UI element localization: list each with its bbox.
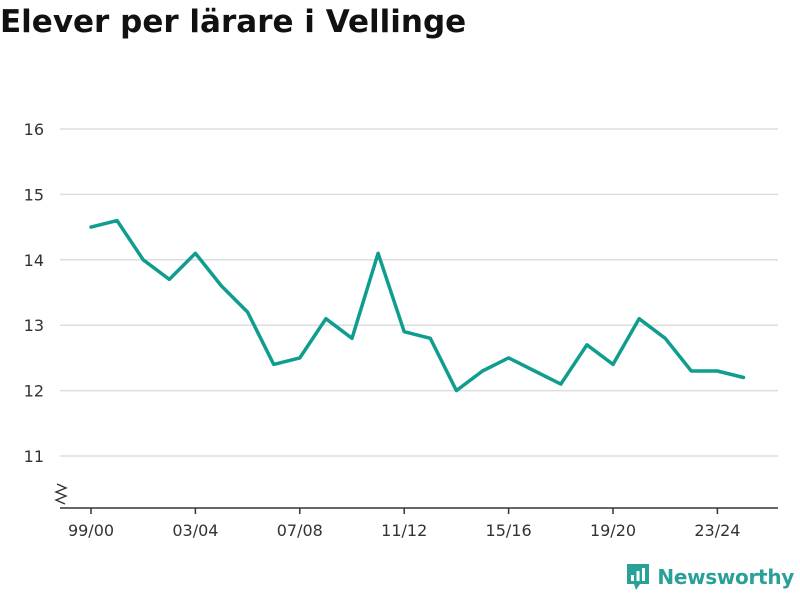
series-layer xyxy=(89,218,746,393)
y-tick-label: 11 xyxy=(24,447,44,466)
brand-name: Newsworthy xyxy=(657,565,794,589)
newsworthy-icon xyxy=(627,564,650,590)
y-tick-label: 15 xyxy=(24,185,44,204)
x-tick-label: 07/08 xyxy=(277,521,323,540)
x-tick-label: 19/20 xyxy=(590,521,636,540)
y-axis-tick-labels: 11 12 13 14 15 16 xyxy=(24,120,44,466)
x-tick-label: 23/24 xyxy=(694,521,740,540)
x-tick-label: 11/12 xyxy=(381,521,427,540)
chart-title: Elever per lärare i Vellinge xyxy=(0,4,467,40)
x-axis-tick-labels: 99/00 03/04 07/08 11/12 15/16 19/20 23/24 xyxy=(68,508,740,540)
x-tick-label: 15/16 xyxy=(486,521,532,540)
y-tick-label: 13 xyxy=(24,316,44,335)
y-tick-label: 12 xyxy=(24,382,44,401)
newsworthy-logo: Newsworthy xyxy=(625,562,794,592)
x-axis xyxy=(54,483,778,509)
y-tick-label: 16 xyxy=(24,120,44,139)
x-tick-label: 99/00 xyxy=(68,521,114,540)
axis-break-icon xyxy=(54,483,68,505)
y-tick-label: 14 xyxy=(24,251,44,270)
gridlines xyxy=(60,128,778,457)
series-line xyxy=(89,218,746,393)
x-tick-label: 03/04 xyxy=(172,521,218,540)
